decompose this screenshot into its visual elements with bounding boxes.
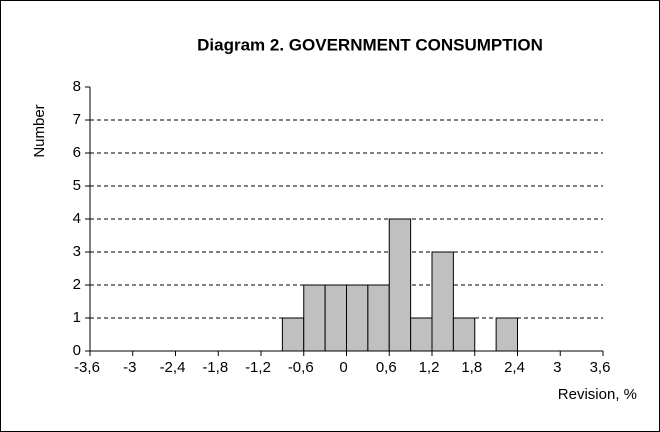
- x-tick-label: 2,4: [504, 359, 525, 376]
- bar: [495, 317, 518, 352]
- bar: [452, 317, 476, 352]
- y-axis-label: Number: [31, 104, 48, 157]
- x-tick-label: -3: [123, 359, 136, 376]
- y-tick-label: 0: [73, 342, 81, 359]
- x-tick-label: -0,6: [288, 359, 314, 376]
- x-tick-label: -1,8: [202, 359, 228, 376]
- bar: [410, 317, 433, 352]
- y-tick-label: 6: [73, 144, 81, 161]
- x-tick-label: 1,8: [461, 359, 482, 376]
- bar: [281, 317, 305, 352]
- y-tick-label: 2: [73, 276, 81, 293]
- y-tick-label: 5: [73, 177, 81, 194]
- x-axis-label: Revision, %: [558, 386, 637, 403]
- y-tick-label: 7: [73, 111, 81, 128]
- x-tick-label: 0: [339, 359, 347, 376]
- bar: [431, 251, 454, 352]
- bar: [388, 218, 412, 352]
- y-tick-label: 4: [73, 210, 81, 227]
- x-tick-label: 3,6: [590, 359, 611, 376]
- chart-title: Diagram 2. GOVERNMENT CONSUMPTION: [197, 35, 543, 54]
- x-tick-label: -1,2: [245, 359, 271, 376]
- bar: [367, 284, 390, 352]
- x-tick-label: -3,6: [74, 359, 100, 376]
- x-tick-label: 3: [553, 359, 561, 376]
- x-tick-label: 1,2: [419, 359, 440, 376]
- bar: [303, 284, 326, 352]
- bar: [324, 284, 347, 352]
- bar: [346, 284, 369, 352]
- y-tick-label: 3: [73, 243, 81, 260]
- x-tick-label: -2,4: [160, 359, 186, 376]
- y-tick-label: 1: [73, 309, 81, 326]
- y-tick-label: 8: [73, 78, 81, 95]
- x-tick-label: 0,6: [376, 359, 397, 376]
